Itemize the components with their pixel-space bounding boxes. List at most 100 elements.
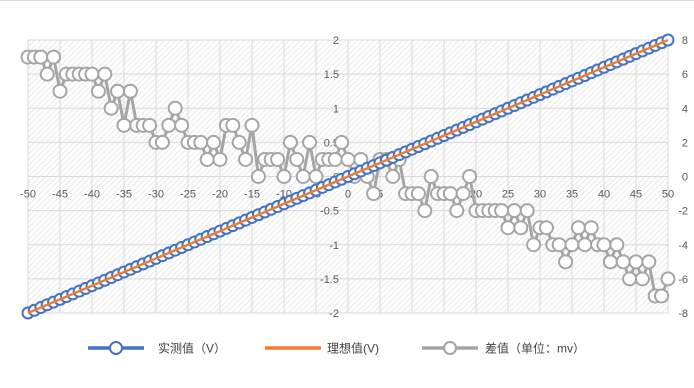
difference-point — [558, 254, 574, 270]
difference-point — [231, 134, 247, 150]
difference-point — [212, 151, 228, 167]
difference-point — [199, 151, 215, 167]
difference-point — [596, 237, 612, 253]
difference-point — [423, 169, 439, 184]
x-tick-label: 25 — [502, 189, 514, 201]
legend-label: 理想值(V) — [327, 341, 379, 356]
difference-point — [302, 134, 318, 150]
ideal-line — [27, 38, 669, 315]
difference-point — [570, 220, 586, 236]
x-tick-label: 50 — [662, 189, 674, 201]
difference-point — [295, 169, 311, 184]
y-right-tick-label: 0 — [682, 172, 688, 184]
legend-item[interactable]: 差值（单位：mv） — [422, 341, 585, 356]
difference-point — [110, 83, 126, 99]
difference-point — [410, 186, 426, 202]
difference-point — [455, 186, 471, 202]
difference-point — [622, 271, 638, 287]
difference-point — [538, 220, 554, 236]
difference-point — [97, 66, 113, 82]
difference-point — [244, 117, 260, 133]
difference-point — [327, 151, 343, 167]
difference-point — [154, 134, 170, 150]
difference-point — [167, 100, 183, 116]
difference-point — [602, 254, 618, 270]
difference-point — [506, 203, 522, 219]
legend-item[interactable]: 实测值（V） — [88, 341, 226, 356]
difference-point — [282, 134, 298, 150]
difference-point — [308, 169, 324, 184]
difference-point — [84, 66, 100, 82]
legend-label: 实测值（V） — [158, 341, 226, 356]
legend-item[interactable]: 理想值(V) — [265, 341, 379, 356]
legend-label: 差值（单位：mv） — [485, 341, 585, 356]
difference-point — [52, 83, 68, 99]
legend-swatch-marker — [109, 341, 123, 355]
difference-point — [276, 169, 292, 184]
difference-point — [142, 117, 158, 133]
difference-point — [289, 151, 305, 167]
difference-point — [225, 117, 241, 133]
difference-point — [641, 254, 657, 270]
y-right-tick-label: -2 — [678, 206, 688, 218]
x-tick-label: -20 — [212, 189, 228, 201]
difference-point — [583, 220, 599, 236]
difference-point — [250, 169, 266, 184]
difference-point — [417, 203, 433, 219]
difference-point — [366, 186, 382, 202]
difference-point — [238, 151, 254, 167]
legend-swatch-marker — [443, 341, 457, 355]
difference-point — [39, 66, 55, 82]
difference-point — [660, 271, 676, 287]
difference-point — [116, 117, 132, 133]
difference-point — [334, 134, 350, 150]
difference-point — [161, 117, 177, 133]
difference-point — [462, 169, 478, 184]
difference-point — [577, 237, 593, 253]
difference-point — [449, 203, 465, 219]
difference-point — [634, 271, 650, 287]
y-left-tick-label: 2 — [333, 35, 339, 47]
y-left-tick-label: 1 — [333, 103, 339, 115]
x-tick-label: 30 — [534, 189, 546, 201]
x-tick-label: -40 — [84, 189, 100, 201]
x-tick-label: 45 — [630, 189, 642, 201]
y-right-tick-label: 6 — [682, 69, 688, 81]
difference-point — [564, 237, 580, 253]
difference-point — [526, 237, 542, 253]
y-right-tick-label: 4 — [682, 103, 688, 115]
difference-point — [385, 169, 401, 184]
difference-point — [442, 186, 458, 202]
y-right-tick-label: 2 — [682, 137, 688, 149]
x-tick-label: 0 — [345, 189, 351, 201]
y-left-tick-label: -0.5 — [320, 206, 339, 218]
difference-point — [551, 237, 567, 253]
y-right-tick-label: 8 — [682, 35, 688, 47]
difference-point — [174, 117, 190, 133]
difference-point — [103, 100, 119, 116]
difference-point — [609, 237, 625, 253]
difference-point — [270, 151, 286, 167]
difference-point — [33, 49, 49, 65]
difference-point — [206, 134, 222, 150]
difference-point — [628, 254, 644, 270]
difference-point — [654, 288, 670, 304]
difference-point — [340, 151, 356, 167]
y-right-tick-label: -4 — [678, 240, 688, 252]
difference-point — [519, 203, 535, 219]
y-left-tick-label: -1.5 — [320, 274, 339, 286]
x-tick-label: -50 — [20, 189, 36, 201]
x-tick-label: -30 — [148, 189, 164, 201]
y-right-tick-label: -8 — [678, 308, 688, 320]
y-right-tick-label: -6 — [678, 274, 688, 286]
x-tick-label: -15 — [244, 189, 260, 201]
difference-point — [500, 220, 516, 236]
x-tick-label: -35 — [116, 189, 132, 201]
difference-point — [46, 49, 62, 65]
y-left-tick-label: 1.5 — [324, 69, 339, 81]
series-ideal — [27, 38, 669, 315]
x-tick-label: 35 — [566, 189, 578, 201]
difference-point — [122, 83, 138, 99]
